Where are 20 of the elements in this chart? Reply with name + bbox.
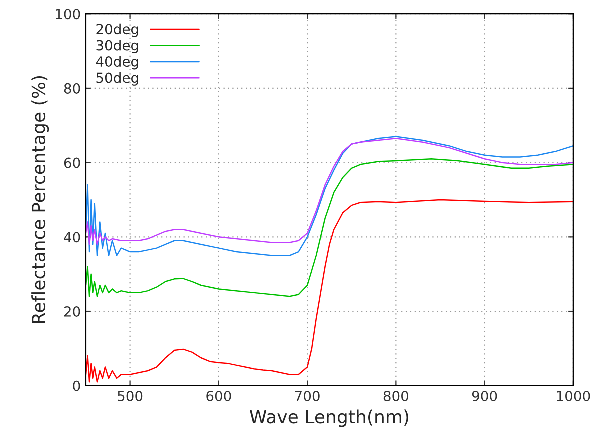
y-tick-label: 100 (56, 9, 80, 20)
x-tick-label: 700 (295, 390, 320, 402)
legend-label: 20deg (96, 24, 138, 38)
x-axis-title: Wave Length(nm) (250, 410, 409, 428)
legend-label: 30deg (96, 40, 138, 54)
x-tick-label: 600 (206, 390, 232, 402)
x-tick-label: 800 (384, 390, 409, 402)
legend-label: 40deg (96, 56, 138, 70)
x-tick-label: 900 (472, 390, 498, 402)
line-series (86, 158, 574, 298)
y-tick-label: 80 (64, 83, 80, 94)
x-tick-label: 500 (118, 390, 143, 402)
legend-label: 50deg (96, 72, 138, 86)
y-axis-title: Reflectance Percentage (%) (32, 76, 50, 324)
x-tick-label: 1000 (557, 390, 590, 402)
y-tick-label: 40 (64, 232, 80, 243)
y-tick-label: 20 (64, 306, 80, 317)
line-series (86, 199, 574, 383)
y-tick-label: 0 (73, 380, 80, 392)
y-tick-label: 60 (64, 158, 80, 168)
